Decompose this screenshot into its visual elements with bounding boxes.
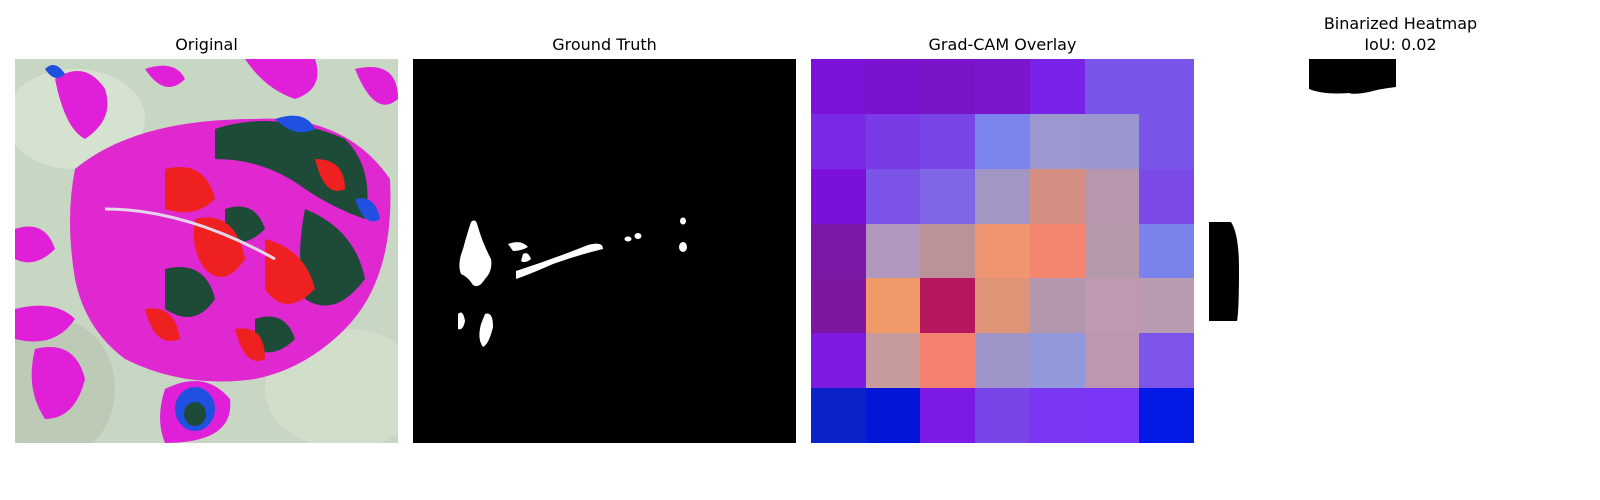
heatmap-cell <box>1030 169 1085 224</box>
heatmap-cell <box>975 114 1030 169</box>
heatmap-cell <box>866 224 920 278</box>
iou-score: IoU: 0.02 <box>1364 35 1437 54</box>
ground-truth-title: Ground Truth <box>552 35 657 54</box>
binarized-heatmap-title: Binarized Heatmap IoU: 0.02 <box>1209 13 1592 55</box>
binarized-region-left <box>1209 222 1239 321</box>
heatmap-cell <box>811 59 866 114</box>
heatmap-cell <box>811 169 866 224</box>
heatmap-cell <box>1085 278 1139 333</box>
heatmap-cell <box>866 169 920 224</box>
binarized-heatmap-title-line: Binarized Heatmap <box>1323 14 1478 33</box>
heatmap-cell <box>975 333 1030 388</box>
heatmap-cell <box>920 114 975 169</box>
heatmap-cell <box>811 278 866 333</box>
heatmap-cell <box>1030 59 1085 114</box>
heatmap-cell <box>975 278 1030 333</box>
heatmap-cell <box>1085 333 1139 388</box>
ground-truth-mask <box>413 59 796 443</box>
heatmap-cell <box>1139 169 1194 224</box>
heatmap-cell <box>920 169 975 224</box>
heatmap-cell <box>1085 169 1139 224</box>
binarized-region-top <box>1309 59 1396 94</box>
heatmap-cell <box>920 59 975 114</box>
binarized-heatmap <box>1209 59 1592 443</box>
heatmap-cell <box>1085 59 1139 114</box>
heatmap-cell <box>1085 388 1139 443</box>
original-title: Original <box>175 35 238 54</box>
heatmap-cell <box>1139 278 1194 333</box>
heatmap-cell <box>1030 114 1085 169</box>
heatmap-cell <box>1139 388 1194 443</box>
heatmap-cell <box>811 114 866 169</box>
heatmap-cell <box>1139 59 1194 114</box>
heatmap-cell <box>866 114 920 169</box>
heatmap-cell <box>975 169 1030 224</box>
heatmap-cell <box>811 333 866 388</box>
heatmap-cell <box>1030 278 1085 333</box>
heatmap-cell <box>1030 333 1085 388</box>
heatmap-cell <box>1139 224 1194 278</box>
heatmap-cell <box>920 278 975 333</box>
heatmap-cell <box>1030 388 1085 443</box>
heatmap-cell <box>975 59 1030 114</box>
heatmap-cell <box>866 388 920 443</box>
heatmap-cell <box>1085 114 1139 169</box>
heatmap-cell <box>866 333 920 388</box>
gradcam-overlay-title: Grad-CAM Overlay <box>928 35 1077 54</box>
heatmap-cell <box>866 278 920 333</box>
heatmap-cell <box>811 224 866 278</box>
original-image <box>15 59 398 443</box>
heatmap-cell <box>1139 333 1194 388</box>
heatmap-cell <box>975 224 1030 278</box>
heatmap-cell <box>1139 114 1194 169</box>
heatmap-cell <box>975 388 1030 443</box>
heatmap-cell <box>811 388 866 443</box>
gradcam-overlay-heatmap <box>811 59 1194 443</box>
heatmap-cell <box>920 388 975 443</box>
heatmap-cell <box>1085 224 1139 278</box>
heatmap-cell <box>1030 224 1085 278</box>
heatmap-cell <box>920 224 975 278</box>
heatmap-cell <box>920 333 975 388</box>
heatmap-cell <box>866 59 920 114</box>
